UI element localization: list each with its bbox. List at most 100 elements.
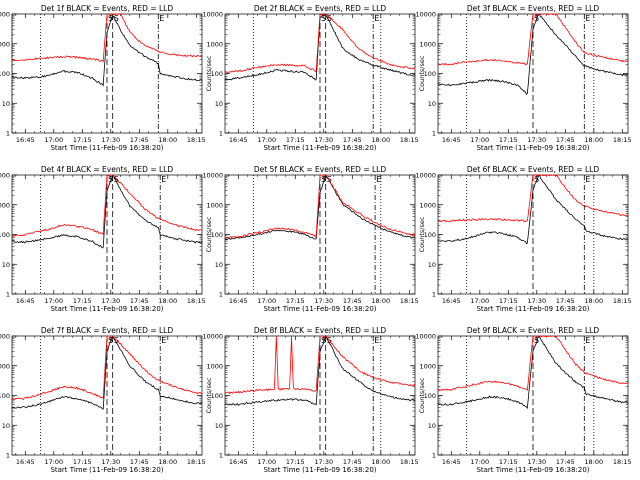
y-tick-label: 10000 bbox=[0, 333, 10, 341]
x-axis-label: Start Time (11-Feb-09 16:38:20) bbox=[50, 305, 163, 313]
x-tick-label: 17:30 bbox=[527, 136, 546, 144]
chart-title: Det 6f BLACK = Events, RED = LLD bbox=[467, 165, 600, 174]
chart-title: Det 4f BLACK = Events, RED = LLD bbox=[41, 165, 174, 174]
marker-label: S bbox=[108, 14, 113, 23]
marker-label: E bbox=[376, 175, 381, 184]
y-tick-label: 10 bbox=[215, 261, 223, 269]
y-tick-label: 1000 bbox=[206, 362, 223, 370]
y-tick-label: 10 bbox=[215, 100, 223, 108]
chart-title: Det 3f BLACK = Events, RED = LLD bbox=[467, 4, 600, 13]
y-axis-label: Counts/sec bbox=[418, 216, 426, 252]
x-axis-label: Start Time (11-Feb-09 16:38:20) bbox=[50, 144, 163, 152]
x-tick-label: 16:45 bbox=[16, 458, 35, 466]
x-axis-label: Start Time (11-Feb-09 16:38:20) bbox=[263, 144, 376, 152]
x-tick-label: 18:15 bbox=[187, 136, 206, 144]
series-line-lld bbox=[224, 335, 416, 395]
x-tick-label: 17:00 bbox=[257, 458, 276, 466]
chart-title: Det 2f BLACK = Events, RED = LLD bbox=[254, 4, 387, 13]
x-tick-label: 17:30 bbox=[527, 297, 546, 305]
x-tick-label: 17:15 bbox=[286, 297, 305, 305]
series-line-events bbox=[438, 336, 629, 410]
chart-panel-6: Det 6f BLACK = Events, RED = LLD 1 10 100 10… bbox=[415, 165, 631, 313]
chart-title: Det 8f BLACK = Events, RED = LLD bbox=[254, 326, 387, 335]
y-tick-label: 1000 bbox=[419, 40, 436, 48]
marker-label: S bbox=[321, 14, 326, 23]
x-tick-label: 18:15 bbox=[400, 458, 419, 466]
y-axis-label: Counts/sec bbox=[205, 55, 213, 91]
x-tick-label: 17:45 bbox=[130, 297, 149, 305]
series-line-events bbox=[224, 334, 416, 406]
y-tick-label: 100 bbox=[0, 70, 10, 78]
chart-panel-8: Det 8f BLACK = Events, RED = LLD 1 10 100 10… bbox=[202, 326, 418, 474]
y-tick-label: 100 bbox=[424, 392, 436, 400]
x-tick-label: 17:30 bbox=[314, 297, 333, 305]
y-tick-label: 1000 bbox=[206, 201, 223, 209]
chart-title: Det 7f BLACK = Events, RED = LLD bbox=[41, 326, 174, 335]
x-axis-label: Start Time (11-Feb-09 16:38:20) bbox=[50, 466, 163, 474]
x-tick-label: 17:00 bbox=[470, 136, 489, 144]
series-line-lld bbox=[437, 335, 629, 392]
x-tick-label: 17:30 bbox=[314, 136, 333, 144]
y-tick-label: 1000 bbox=[0, 362, 10, 370]
series-line-events bbox=[11, 174, 203, 249]
marker-label: S bbox=[114, 336, 119, 345]
chart-title: Det 1f BLACK = Events, RED = LLD bbox=[41, 4, 174, 13]
y-axis-label: Counts/sec bbox=[418, 377, 426, 413]
x-tick-label: 18:00 bbox=[371, 458, 390, 466]
x-tick-label: 18:15 bbox=[187, 297, 206, 305]
x-tick-label: 17:15 bbox=[73, 136, 92, 144]
marker-label: E bbox=[374, 336, 379, 345]
x-tick-label: 17:30 bbox=[101, 297, 120, 305]
chart-title: Det 9f BLACK = Events, RED = LLD bbox=[467, 326, 600, 335]
y-tick-label: 1 bbox=[6, 452, 10, 460]
y-tick-label: 10 bbox=[2, 261, 10, 269]
series-line-events bbox=[11, 15, 203, 87]
x-tick-label: 18:15 bbox=[400, 297, 419, 305]
x-tick-label: 17:00 bbox=[257, 297, 276, 305]
x-tick-label: 17:30 bbox=[101, 458, 120, 466]
x-axis-label: Start Time (11-Feb-09 16:38:20) bbox=[263, 305, 376, 313]
y-tick-label: 10000 bbox=[0, 11, 10, 19]
y-tick-label: 1 bbox=[219, 130, 223, 138]
x-tick-label: 17:00 bbox=[470, 297, 489, 305]
y-tick-label: 10000 bbox=[202, 333, 223, 341]
y-tick-label: 1000 bbox=[419, 362, 436, 370]
y-tick-label: 1000 bbox=[0, 201, 10, 209]
series-line-lld bbox=[224, 13, 416, 74]
marker-label: S bbox=[534, 175, 539, 184]
y-tick-label: 100 bbox=[0, 231, 10, 239]
y-axis-label: Counts/sec bbox=[418, 55, 426, 91]
marker-label: S bbox=[321, 175, 326, 184]
x-tick-label: 18:15 bbox=[613, 458, 632, 466]
y-tick-label: 1000 bbox=[419, 201, 436, 209]
x-tick-label: 17:45 bbox=[343, 458, 362, 466]
x-tick-label: 17:45 bbox=[556, 458, 575, 466]
y-tick-label: 10000 bbox=[415, 333, 436, 341]
x-axis-label: Start Time (11-Feb-09 16:38:20) bbox=[476, 305, 589, 313]
marker-label: E bbox=[161, 336, 166, 345]
y-axis-label: Counts/sec bbox=[205, 377, 213, 413]
y-tick-label: 10 bbox=[428, 422, 436, 430]
x-tick-label: 17:45 bbox=[556, 297, 575, 305]
marker-label: S bbox=[108, 175, 113, 184]
marker-label: S bbox=[327, 336, 332, 345]
y-tick-label: 1 bbox=[6, 130, 10, 138]
series-line-lld bbox=[11, 13, 203, 63]
y-tick-label: 1 bbox=[219, 291, 223, 299]
y-tick-label: 10000 bbox=[202, 11, 223, 19]
x-tick-label: 18:00 bbox=[584, 458, 603, 466]
chart-panel-2: Det 2f BLACK = Events, RED = LLD 1 10 100 10… bbox=[202, 4, 418, 152]
x-tick-label: 17:30 bbox=[527, 458, 546, 466]
x-tick-label: 17:00 bbox=[470, 458, 489, 466]
y-tick-label: 10000 bbox=[0, 172, 10, 180]
marker-label: E bbox=[585, 175, 590, 184]
x-tick-label: 17:15 bbox=[286, 458, 305, 466]
chart-panel-5: Det 5f BLACK = Events, RED = LLD 1 10 100 10… bbox=[202, 165, 418, 313]
x-tick-label: 17:45 bbox=[343, 297, 362, 305]
x-tick-label: 17:45 bbox=[343, 136, 362, 144]
x-tick-label: 17:30 bbox=[101, 136, 120, 144]
x-tick-label: 16:45 bbox=[442, 458, 461, 466]
chart-panel-1: Det 1f BLACK = Events, RED = LLD 1 10 100 10… bbox=[0, 4, 206, 152]
x-tick-label: 18:00 bbox=[158, 136, 177, 144]
x-tick-label: 16:45 bbox=[442, 297, 461, 305]
